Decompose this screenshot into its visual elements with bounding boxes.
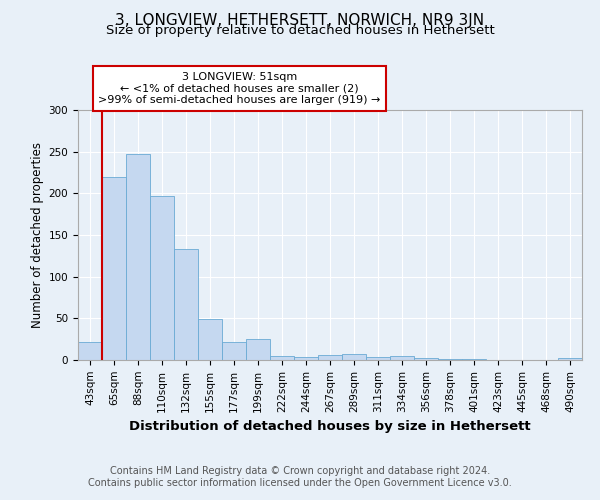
Bar — [318, 355, 342, 360]
Bar — [294, 356, 318, 360]
X-axis label: Distribution of detached houses by size in Hethersett: Distribution of detached houses by size … — [129, 420, 531, 433]
Bar — [198, 319, 222, 360]
Bar — [150, 196, 174, 360]
Bar — [102, 176, 126, 360]
Bar — [558, 358, 582, 360]
Y-axis label: Number of detached properties: Number of detached properties — [31, 142, 44, 328]
Bar — [78, 342, 102, 360]
Bar — [366, 356, 390, 360]
Bar — [390, 356, 414, 360]
Text: Contains HM Land Registry data © Crown copyright and database right 2024.
Contai: Contains HM Land Registry data © Crown c… — [88, 466, 512, 487]
Bar — [414, 358, 438, 360]
Text: 3 LONGVIEW: 51sqm
← <1% of detached houses are smaller (2)
>99% of semi-detached: 3 LONGVIEW: 51sqm ← <1% of detached hous… — [98, 72, 380, 105]
Bar — [270, 356, 294, 360]
Bar — [246, 339, 270, 360]
Text: Size of property relative to detached houses in Hethersett: Size of property relative to detached ho… — [106, 24, 494, 37]
Bar — [174, 249, 198, 360]
Bar — [126, 154, 150, 360]
Bar — [438, 359, 462, 360]
Bar — [222, 342, 246, 360]
Bar — [342, 354, 366, 360]
Bar — [462, 359, 486, 360]
Text: 3, LONGVIEW, HETHERSETT, NORWICH, NR9 3JN: 3, LONGVIEW, HETHERSETT, NORWICH, NR9 3J… — [115, 12, 485, 28]
